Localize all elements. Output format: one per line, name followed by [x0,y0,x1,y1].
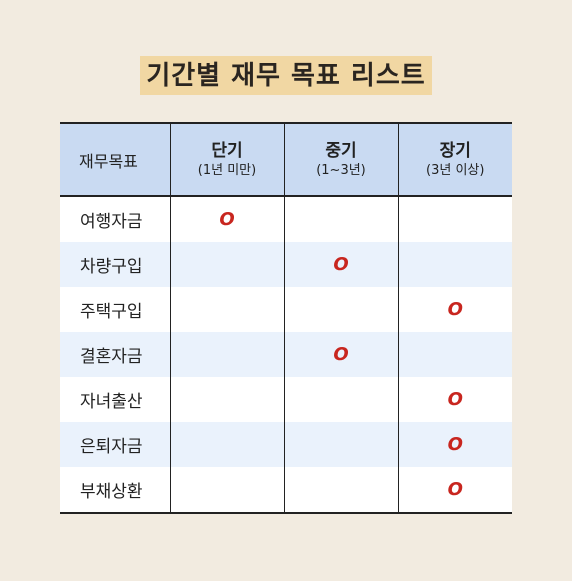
cell-long-term [397,332,512,377]
cell-mid-term [283,467,398,514]
cell-long-term: O [397,467,512,514]
table-row: 차량구입 O [60,242,512,287]
header-long-term: 장기 (3년 이상) [397,122,512,197]
goal-label: 차량구입 [60,242,170,287]
goal-table: 재무목표 단기 (1년 미만) 중기 (1~3년) 장기 (3년 이상) 여행자… [60,122,512,514]
header-label: 장기 [439,140,471,161]
cell-mid-term: O [283,332,398,377]
header-label: 중기 [325,140,357,161]
header-label: 단기 [211,140,243,161]
header-short-term: 단기 (1년 미만) [169,122,284,197]
header-sub: (1~3년) [316,162,366,178]
check-mark: O [333,254,349,275]
cell-mid-term [283,287,398,332]
goal-label: 결혼자금 [60,332,170,377]
page-title: 기간별 재무 목표 리스트 [140,56,432,95]
table-header-row: 재무목표 단기 (1년 미만) 중기 (1~3년) 장기 (3년 이상) [60,122,512,197]
cell-mid-term [283,422,398,467]
cell-long-term: O [397,422,512,467]
table-row: 여행자금 O [60,196,512,242]
table-row: 주택구입 O [60,287,512,332]
table-row: 결혼자금 O [60,332,512,377]
cell-short-term [169,422,284,467]
cell-mid-term [283,196,398,242]
title-area: 기간별 재무 목표 리스트 [0,56,572,95]
check-mark: O [447,389,463,410]
goal-label: 여행자금 [60,196,170,242]
cell-long-term: O [397,287,512,332]
cell-mid-term [283,377,398,422]
check-mark: O [447,479,463,500]
table-row: 은퇴자금 O [60,422,512,467]
check-mark: O [447,299,463,320]
header-mid-term: 중기 (1~3년) [283,122,398,197]
header-sub: (1년 미만) [197,162,257,178]
cell-mid-term: O [283,242,398,287]
goal-label: 부채상환 [60,467,170,514]
cell-short-term [169,242,284,287]
cell-long-term: O [397,377,512,422]
check-mark: O [333,344,349,365]
cell-short-term [169,467,284,514]
header-goal: 재무목표 [60,122,170,197]
cell-long-term [397,242,512,287]
goal-label: 주택구입 [60,287,170,332]
check-mark: O [447,434,463,455]
cell-short-term [169,287,284,332]
cell-short-term [169,377,284,422]
header-sub: (3년 이상) [426,162,485,178]
goal-label: 자녀출산 [60,377,170,422]
cell-short-term: O [169,196,284,242]
cell-short-term [169,332,284,377]
check-mark: O [219,209,235,230]
goal-label: 은퇴자금 [60,422,170,467]
table-row: 부채상환 O [60,467,512,514]
table-row: 자녀출산 O [60,377,512,422]
cell-long-term [397,196,512,242]
